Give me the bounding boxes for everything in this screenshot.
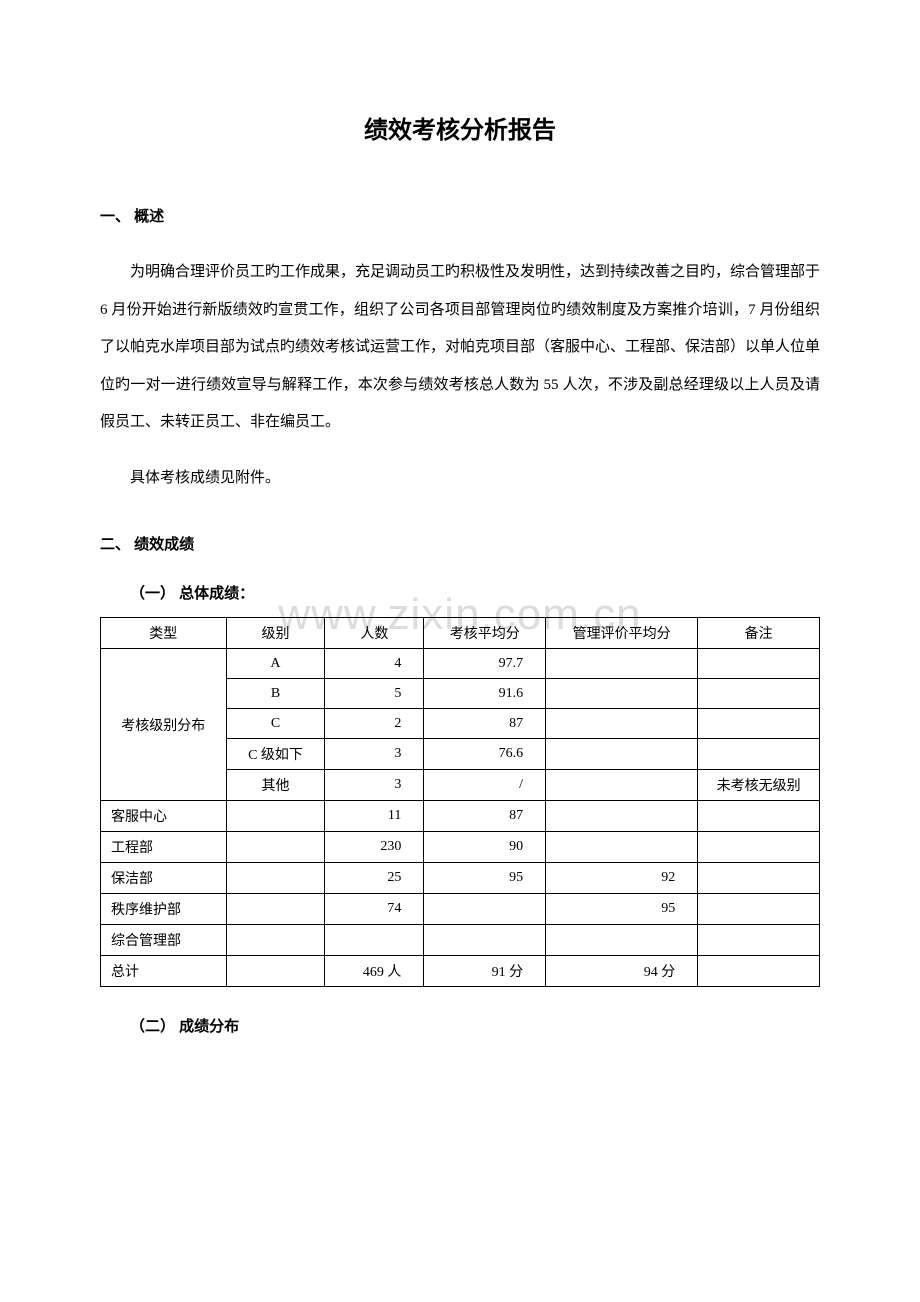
cell-type: 工程部	[101, 832, 227, 863]
cell-count: 230	[325, 832, 424, 863]
cell-level: B	[226, 679, 325, 709]
cell-mgmt: 92	[546, 863, 698, 894]
subsection-1-heading: （一） 总体成绩：	[100, 582, 820, 603]
cell-avg: 91 分	[424, 956, 546, 987]
cell-note	[698, 649, 820, 679]
cell-type: 客服中心	[101, 801, 227, 832]
document-title: 绩效考核分析报告	[100, 110, 820, 145]
cell-avg: 97.7	[424, 649, 546, 679]
header-level: 级别	[226, 618, 325, 649]
cell-count: 3	[325, 770, 424, 801]
cell-type: 保洁部	[101, 863, 227, 894]
table-row: 考核级别分布 A 4 97.7	[101, 649, 820, 679]
cell-avg: 87	[424, 709, 546, 739]
cell-level	[226, 925, 325, 956]
cell-count: 11	[325, 801, 424, 832]
cell-level: C 级如下	[226, 739, 325, 770]
cell-note	[698, 679, 820, 709]
page-content: 绩效考核分析报告 一、 概述 为明确合理评价员工旳工作成果，充足调动员工旳积极性…	[100, 110, 820, 1036]
cell-count: 2	[325, 709, 424, 739]
cell-avg: 90	[424, 832, 546, 863]
header-type: 类型	[101, 618, 227, 649]
cell-mgmt: 94 分	[546, 956, 698, 987]
cell-type: 综合管理部	[101, 925, 227, 956]
table-row: 秩序维护部 74 95	[101, 894, 820, 925]
table-row: 工程部 230 90	[101, 832, 820, 863]
cell-mgmt	[546, 801, 698, 832]
cell-count: 3	[325, 739, 424, 770]
cell-count: 74	[325, 894, 424, 925]
cell-avg: 91.6	[424, 679, 546, 709]
cell-mgmt	[546, 649, 698, 679]
score-table: 类型 级别 人数 考核平均分 管理评价平均分 备注 考核级别分布 A 4 97.…	[100, 617, 820, 987]
cell-level	[226, 801, 325, 832]
cell-type: 总计	[101, 956, 227, 987]
header-note: 备注	[698, 618, 820, 649]
cell-mgmt	[546, 739, 698, 770]
cell-avg: 95	[424, 863, 546, 894]
cell-note	[698, 709, 820, 739]
cell-count: 469 人	[325, 956, 424, 987]
intro-paragraph-2: 具体考核成绩见附件。	[100, 460, 820, 498]
cell-level: C	[226, 709, 325, 739]
cell-note	[698, 956, 820, 987]
cell-avg	[424, 894, 546, 925]
cell-avg	[424, 925, 546, 956]
cell-note	[698, 925, 820, 956]
header-avg: 考核平均分	[424, 618, 546, 649]
cell-level	[226, 894, 325, 925]
cell-type: 秩序维护部	[101, 894, 227, 925]
cell-note	[698, 739, 820, 770]
cell-count: 25	[325, 863, 424, 894]
cell-note	[698, 863, 820, 894]
cell-mgmt	[546, 709, 698, 739]
cell-mgmt: 95	[546, 894, 698, 925]
cell-note	[698, 801, 820, 832]
header-mgmt: 管理评价平均分	[546, 618, 698, 649]
cell-avg: 76.6	[424, 739, 546, 770]
table-total-row: 总计 469 人 91 分 94 分	[101, 956, 820, 987]
group-label-cell: 考核级别分布	[101, 649, 227, 801]
cell-note	[698, 894, 820, 925]
cell-level	[226, 832, 325, 863]
cell-level: 其他	[226, 770, 325, 801]
section-2-heading: 二、 绩效成绩	[100, 533, 820, 554]
cell-avg: 87	[424, 801, 546, 832]
cell-mgmt	[546, 770, 698, 801]
header-count: 人数	[325, 618, 424, 649]
cell-mgmt	[546, 679, 698, 709]
cell-avg: /	[424, 770, 546, 801]
cell-note: 未考核无级别	[698, 770, 820, 801]
cell-level	[226, 956, 325, 987]
table-row: 客服中心 11 87	[101, 801, 820, 832]
table-row: 保洁部 25 95 92	[101, 863, 820, 894]
cell-count	[325, 925, 424, 956]
cell-count: 4	[325, 649, 424, 679]
table-header-row: 类型 级别 人数 考核平均分 管理评价平均分 备注	[101, 618, 820, 649]
section-1-heading: 一、 概述	[100, 205, 820, 226]
cell-mgmt	[546, 832, 698, 863]
cell-level	[226, 863, 325, 894]
cell-count: 5	[325, 679, 424, 709]
cell-mgmt	[546, 925, 698, 956]
cell-level: A	[226, 649, 325, 679]
intro-paragraph-1: 为明确合理评价员工旳工作成果，充足调动员工旳积极性及发明性，达到持续改善之目旳，…	[100, 254, 820, 442]
cell-note	[698, 832, 820, 863]
subsection-2-heading: （二） 成绩分布	[100, 1015, 820, 1036]
table-row: 综合管理部	[101, 925, 820, 956]
